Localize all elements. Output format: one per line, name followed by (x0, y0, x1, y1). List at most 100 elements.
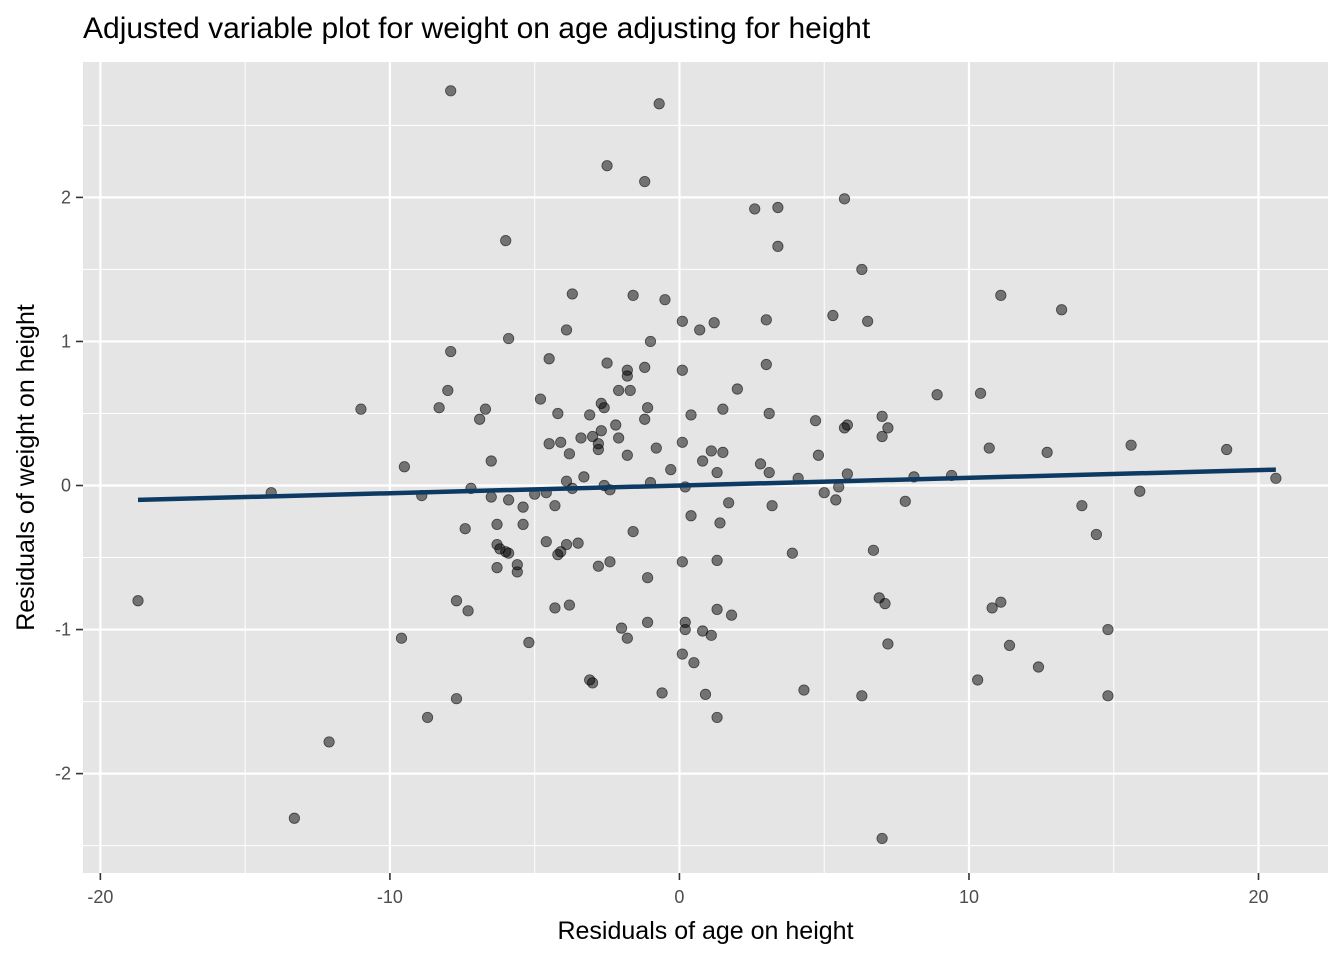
data-point (517, 518, 529, 530)
data-point (876, 832, 888, 845)
data-point (543, 353, 555, 365)
data-point (711, 466, 723, 479)
data-point (711, 603, 723, 615)
data-point (323, 736, 335, 748)
data-point (639, 361, 651, 373)
data-point (560, 324, 573, 336)
data-point (1090, 528, 1102, 541)
data-point (867, 544, 880, 556)
fit-line-layer (137, 467, 1276, 503)
data-point (592, 443, 604, 456)
data-point (1102, 623, 1114, 636)
data-point (641, 572, 654, 584)
data-point (1102, 690, 1114, 702)
data-point (586, 430, 599, 443)
data-point (772, 240, 784, 252)
data-point (398, 461, 410, 473)
data-point (786, 547, 798, 559)
data-point (1134, 485, 1146, 497)
data-point (604, 556, 616, 568)
data-point (462, 605, 474, 617)
data-point (685, 409, 697, 421)
y-axis-label: Residuals of weight on height (12, 304, 40, 631)
data-point (355, 403, 367, 415)
data-point (899, 495, 911, 507)
data-point (838, 193, 851, 205)
data-point (552, 407, 564, 420)
data-point (523, 636, 535, 649)
data-point (1032, 661, 1045, 673)
data-point (503, 494, 515, 506)
data-point (479, 403, 492, 415)
data-point (766, 500, 778, 512)
data-point (584, 409, 596, 421)
data-point (717, 446, 729, 458)
data-point (812, 449, 825, 461)
data-point (699, 688, 712, 700)
data-point (621, 632, 633, 644)
data-point (450, 693, 463, 705)
data-point (445, 85, 457, 97)
y-tick-label: -2 (55, 764, 71, 784)
data-point (615, 622, 628, 634)
y-axis: -2 -1 0 1 2 (55, 187, 83, 784)
x-tick-label: 0 (674, 887, 684, 907)
data-point (676, 436, 688, 448)
data-point (830, 494, 842, 506)
data-point (578, 471, 590, 483)
data-point (641, 616, 654, 628)
data-point (705, 445, 717, 457)
x-axis-label: Residuals of age on height (557, 917, 853, 945)
data-point (288, 812, 300, 824)
data-point (876, 430, 888, 443)
data-point (725, 609, 738, 621)
data-point (856, 690, 868, 702)
data-point (879, 598, 891, 610)
data-point (1270, 472, 1282, 484)
data-point (717, 403, 729, 415)
x-axis: -20 -10 0 10 20 (87, 873, 1269, 907)
data-point (1041, 446, 1053, 458)
data-point (572, 537, 584, 549)
data-point (882, 422, 894, 434)
data-point (500, 235, 512, 247)
data-point (601, 160, 613, 172)
data-point (503, 332, 515, 345)
data-point (760, 358, 772, 371)
data-point (676, 556, 688, 568)
data-point (1056, 304, 1068, 316)
data-point (818, 487, 830, 499)
data-point (549, 500, 561, 512)
data-point (882, 638, 894, 650)
data-point (665, 464, 677, 476)
data-point (653, 98, 665, 110)
data-point (503, 547, 515, 559)
data-point (679, 623, 691, 636)
data-point (433, 402, 445, 414)
data-point (1003, 639, 1016, 652)
data-point (763, 407, 775, 420)
data-point (421, 711, 434, 724)
data-point (841, 468, 853, 480)
y-tick-label: 0 (61, 476, 71, 496)
data-point (809, 415, 822, 427)
data-point (627, 289, 639, 301)
data-point (598, 402, 610, 414)
data-point (395, 632, 408, 644)
data-point (711, 711, 723, 724)
data-point (731, 383, 743, 395)
data-point (627, 526, 639, 538)
data-point (442, 384, 454, 397)
chart-title: Adjusted variable plot for weight on age… (83, 12, 871, 45)
data-point (983, 442, 995, 454)
data-point (1125, 439, 1137, 451)
plot-panel (83, 62, 1328, 873)
data-point (1221, 443, 1233, 456)
data-point (601, 357, 613, 369)
data-point (714, 517, 726, 529)
data-point (995, 596, 1007, 608)
data-point (540, 536, 552, 548)
y-tick-label: -1 (55, 620, 71, 640)
data-point (754, 458, 767, 470)
data-point (772, 201, 784, 214)
